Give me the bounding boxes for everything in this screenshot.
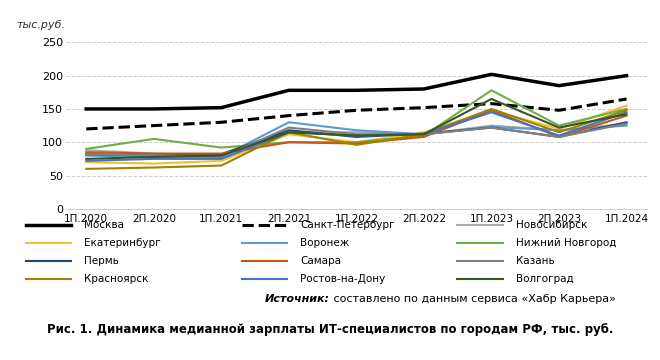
Text: Казань: Казань: [515, 256, 554, 266]
Text: Пермь: Пермь: [84, 256, 119, 266]
Text: Самара: Самара: [300, 256, 341, 266]
Text: Воронеж: Воронеж: [300, 238, 349, 248]
Text: Новосибирск: Новосибирск: [515, 220, 587, 230]
Text: Нижний Новгород: Нижний Новгород: [515, 238, 616, 248]
Text: Источник:: Источник:: [265, 294, 330, 304]
Text: Красноярск: Красноярск: [84, 274, 148, 284]
Text: Волгоград: Волгоград: [515, 274, 573, 284]
Text: Ростов-на-Дону: Ростов-на-Дону: [300, 274, 385, 284]
Text: Екатеринбург: Екатеринбург: [84, 238, 161, 248]
Text: Санкт-Петербург: Санкт-Петербург: [300, 220, 395, 230]
Text: составлено по данным сервиса «Хабр Карьера»: составлено по данным сервиса «Хабр Карье…: [330, 294, 616, 304]
Text: Москва: Москва: [84, 220, 124, 230]
Text: Рис. 1. Динамика медианной зарплаты ИТ-специалистов по городам РФ, тыс. руб.: Рис. 1. Динамика медианной зарплаты ИТ-с…: [47, 323, 613, 336]
Text: тыс.руб.: тыс.руб.: [16, 20, 65, 30]
